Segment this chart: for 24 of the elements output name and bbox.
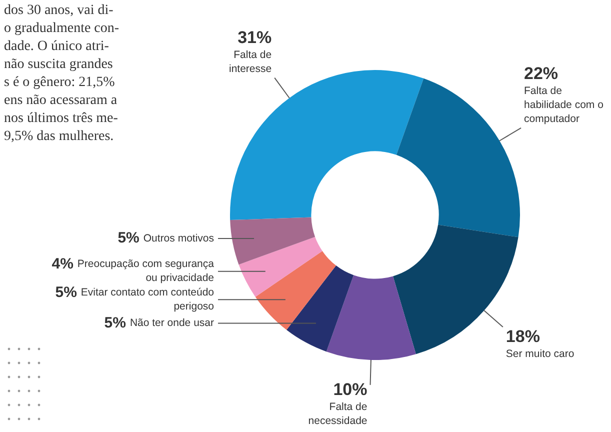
data-label: 5% [55, 284, 77, 301]
text: dos 30 anos, vai di- [4, 2, 114, 20]
text: o gradualmente con- [4, 20, 120, 38]
data-label: 4% [52, 255, 74, 272]
data-label: 18% [506, 327, 540, 346]
text: dade. O único atri- [4, 38, 110, 56]
text: 9,5% das mulheres. [4, 128, 115, 146]
slice-label: Falta de necessidade [308, 401, 368, 428]
slice-label: Ser muito caro [506, 348, 574, 360]
data-label: 5% [104, 314, 126, 332]
slice-label: Preocupação com segurança ou privacidade [77, 258, 214, 284]
text: nos últimos três me- [4, 110, 119, 128]
text: não suscita grandes [4, 56, 114, 74]
slice-label: Não ter onde usar [130, 317, 214, 330]
text: s é o gênero: 21,5% [4, 74, 116, 92]
slice-label: Falta de interesse [228, 48, 272, 75]
text: ens não acessaram a [4, 92, 118, 110]
slice-label: Evitar contato com conteúdo perigoso [80, 286, 214, 313]
data-label: 22% [524, 64, 558, 84]
data-label: 10% [333, 380, 368, 400]
data-label: 31% [238, 28, 272, 48]
slice-label: Outros motivos [143, 232, 214, 244]
slice-label: Falta de habilidade com o computador [524, 85, 604, 126]
data-label: 5% [118, 230, 140, 247]
